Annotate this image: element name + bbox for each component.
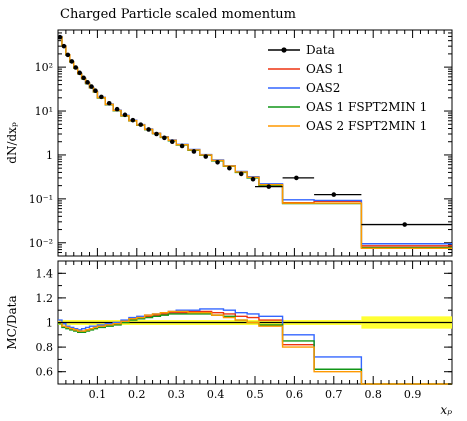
data-point [57,34,63,40]
data-point [122,112,128,118]
data-point [61,43,67,49]
data-point [114,106,120,112]
main-plot-frame [57,29,453,257]
data-point [250,176,256,182]
data-point [227,165,232,171]
legend-label: OAS2 [306,81,340,95]
ratio-xtick-label: 0.3 [167,388,185,401]
ratio-ytick-label: 1.2 [36,292,54,305]
ratio-xtick-label: 0.7 [325,388,343,401]
main-series-line [58,35,452,245]
data-point [179,143,185,149]
xlabel: xₚ [440,403,452,417]
data-point [146,127,151,132]
legend-label: OAS 1 FSPT2MIN 1 [306,100,427,114]
main-series-line [58,36,452,247]
data-point [65,52,71,58]
data-point [69,59,75,64]
ratio-xtick-label: 0.9 [404,388,422,401]
ratio-xtick-label: 0.8 [364,388,382,401]
data-point [130,117,136,123]
main-series-line [58,36,452,249]
data-point [89,84,94,89]
data-point [154,131,159,137]
ratio-xtick-label: 0.2 [128,388,146,401]
data-point [77,70,82,76]
ratio-xtick-label: 0.1 [89,388,107,401]
main-ylabel: dN/dxₚ [5,122,19,164]
data-point [99,94,104,100]
legend-label: Data [306,43,335,57]
ratio-xtick-label: 0.5 [246,388,264,401]
data-point [215,160,220,165]
legend-label: OAS 2 FSPT2MIN 1 [306,119,427,133]
data-point [106,100,112,106]
data-point [203,154,209,159]
data-point [169,139,175,145]
legend-marker-data-point [281,47,287,53]
data-point [191,149,197,154]
ratio-xtick-label: 0.4 [207,388,225,401]
ratio-xtick-label: 0.6 [286,388,304,401]
ratio-ylabel: MC/Data [5,295,19,349]
data-point [85,80,90,85]
data-point [162,135,167,141]
ratio-ytick-label: 0.8 [36,341,54,354]
main-ytick-label: 1 [46,149,53,162]
legend-label: OAS 1 [306,62,344,76]
main-ytick-label: 10¹ [35,105,53,118]
main-ytick-label: 10⁻² [29,237,53,250]
legend: Data OAS 1 OAS2 OAS 1 FSPT2MIN 1 OAS 2 FSPT2… [268,43,427,133]
ratio-ytick-label: 1 [46,317,53,330]
data-point [81,75,86,81]
main-ytick-label: 10² [35,61,53,74]
ratio-panel: 0.6 0.8 1 1.2 1.4 0.1 0.2 0.3 0.4 0.5 0.6 0.7 0.8 0.9… [5,261,452,417]
ratio-ytick-label: 1.4 [36,267,54,280]
data-point [138,122,144,127]
data-point [238,171,244,177]
main-series-line [58,36,452,249]
data-point [73,65,79,70]
ratio-ytick-label: 0.6 [36,366,54,379]
main-ytick-label: 10⁻¹ [29,193,53,206]
ratio-series-line [58,310,452,385]
main-panel: dN/dxₚ 10⁻² 10⁻¹ 1 10¹ 10² [5,29,452,257]
data-point [93,88,98,94]
chart-title: Charged Particle scaled momentum [60,7,296,22]
